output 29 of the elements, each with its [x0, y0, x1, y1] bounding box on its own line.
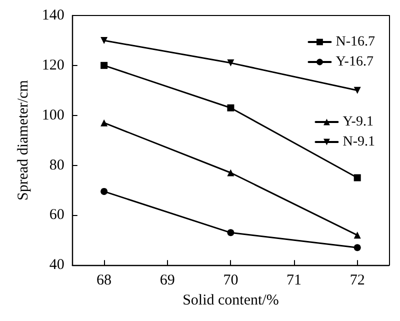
- legend-label: N-16.7: [336, 34, 376, 50]
- y-axis-title: Spread diameter/cm: [16, 80, 32, 200]
- y-tick-label: 140: [42, 8, 64, 24]
- x-tick-label: 70: [223, 272, 238, 289]
- legend-label: Y-16.7: [336, 54, 374, 70]
- point: [227, 59, 234, 66]
- legend-label: Y-9.1: [342, 114, 374, 130]
- point: [354, 232, 361, 239]
- point: [227, 229, 234, 236]
- point: [227, 169, 234, 176]
- point: [100, 119, 108, 126]
- y-tick-label: 40: [49, 257, 64, 274]
- y-tick-label: 60: [49, 207, 64, 224]
- y-tick-label: 80: [49, 157, 64, 174]
- point: [354, 86, 361, 94]
- y-tick-label: 100: [42, 107, 64, 124]
- point: [100, 62, 108, 69]
- x-axis-title: Solid content/%: [182, 292, 279, 308]
- point: [100, 36, 108, 44]
- point: [227, 104, 234, 112]
- point: [354, 174, 361, 182]
- y-tick-label: 120: [42, 57, 64, 74]
- x-tick-label: 71: [286, 272, 302, 289]
- x-tick-label: 69: [160, 272, 175, 289]
- legend-label: N-9.1: [342, 134, 376, 150]
- x-tick-label: 72: [350, 272, 365, 289]
- point: [354, 244, 361, 252]
- x-tick-label: 68: [96, 272, 112, 289]
- point: [100, 188, 108, 195]
